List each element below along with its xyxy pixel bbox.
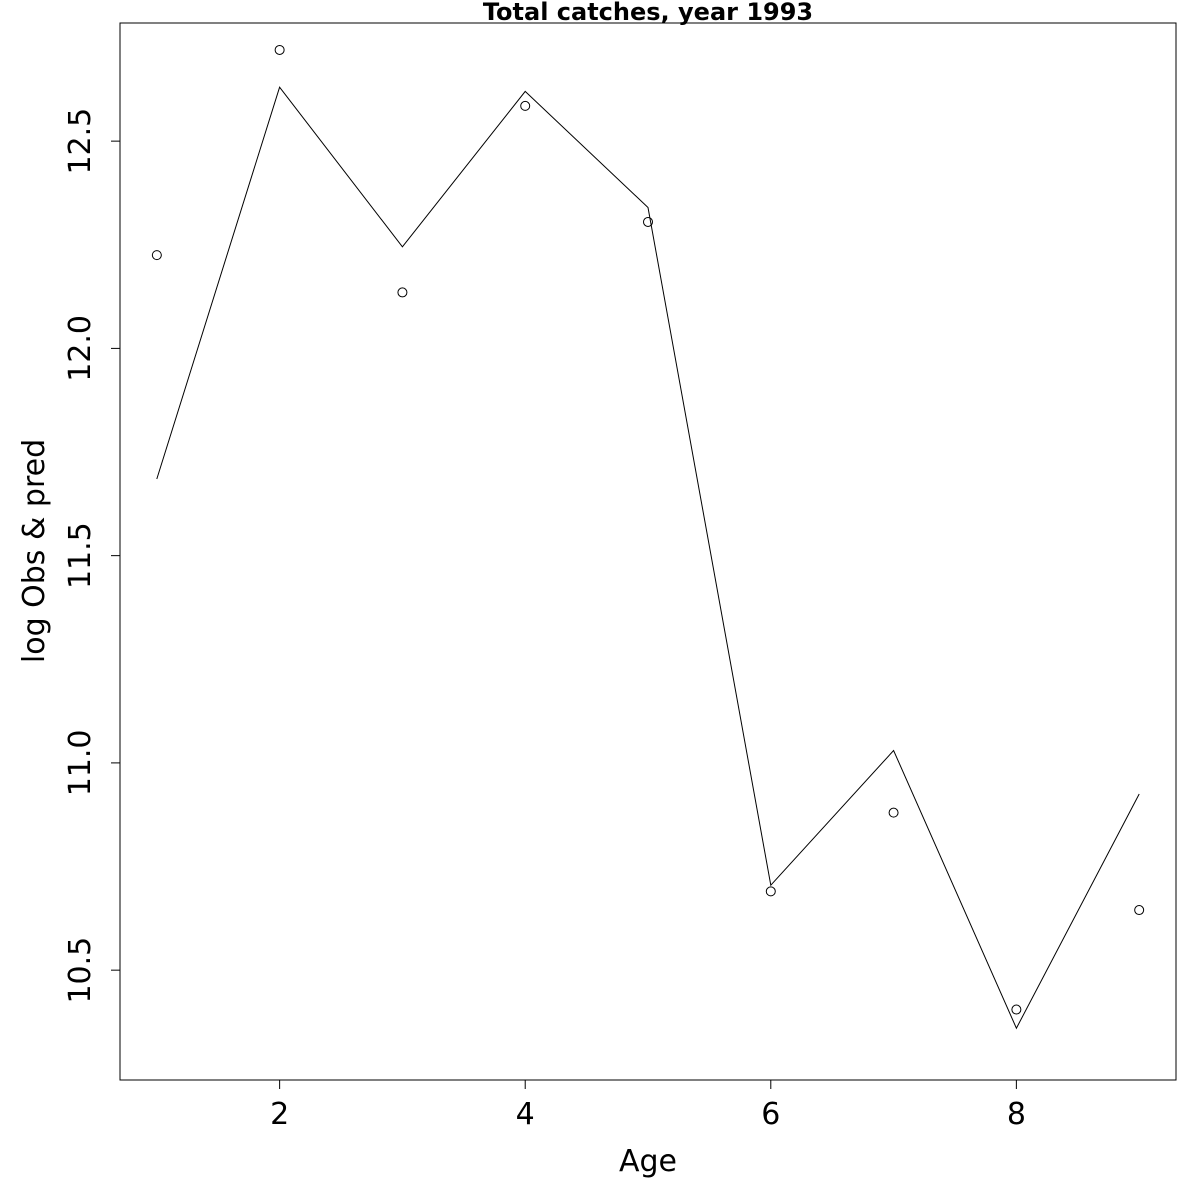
- observed-point: [765, 886, 776, 897]
- observed-point: [643, 216, 653, 227]
- observed-point: [888, 807, 899, 818]
- x-tick-label: 4: [516, 1097, 535, 1132]
- observed-point: [520, 100, 531, 111]
- x-tick-label: 8: [1007, 1097, 1026, 1132]
- series-layer: [151, 44, 1145, 1030]
- observed-point: [274, 44, 285, 55]
- chart-title: Total catches, year 1993: [483, 0, 813, 26]
- x-tick-label: 2: [270, 1097, 289, 1132]
- observed-point: [1011, 1004, 1022, 1015]
- y-axis: 10.5 11.0 11.5 12.0 12.5: [63, 108, 120, 1004]
- y-tick-label: 11.5: [63, 522, 98, 589]
- y-tick-label: 11.0: [63, 730, 98, 797]
- y-tick-label: 10.5: [63, 937, 98, 1004]
- y-tick-label: 12.0: [63, 315, 98, 382]
- observed-point: [1134, 905, 1145, 916]
- observed-point: [397, 287, 408, 298]
- plot-frame: [119, 22, 1177, 1081]
- x-axis: 2 4 6 8: [270, 1080, 1026, 1132]
- x-tick-label: 6: [761, 1097, 780, 1132]
- x-axis-label: Age: [619, 1144, 677, 1179]
- y-axis-label: log Obs & pred: [17, 439, 52, 663]
- observed-point: [151, 250, 162, 261]
- y-tick-label: 12.5: [63, 108, 98, 175]
- predicted-line: [156, 86, 1140, 1030]
